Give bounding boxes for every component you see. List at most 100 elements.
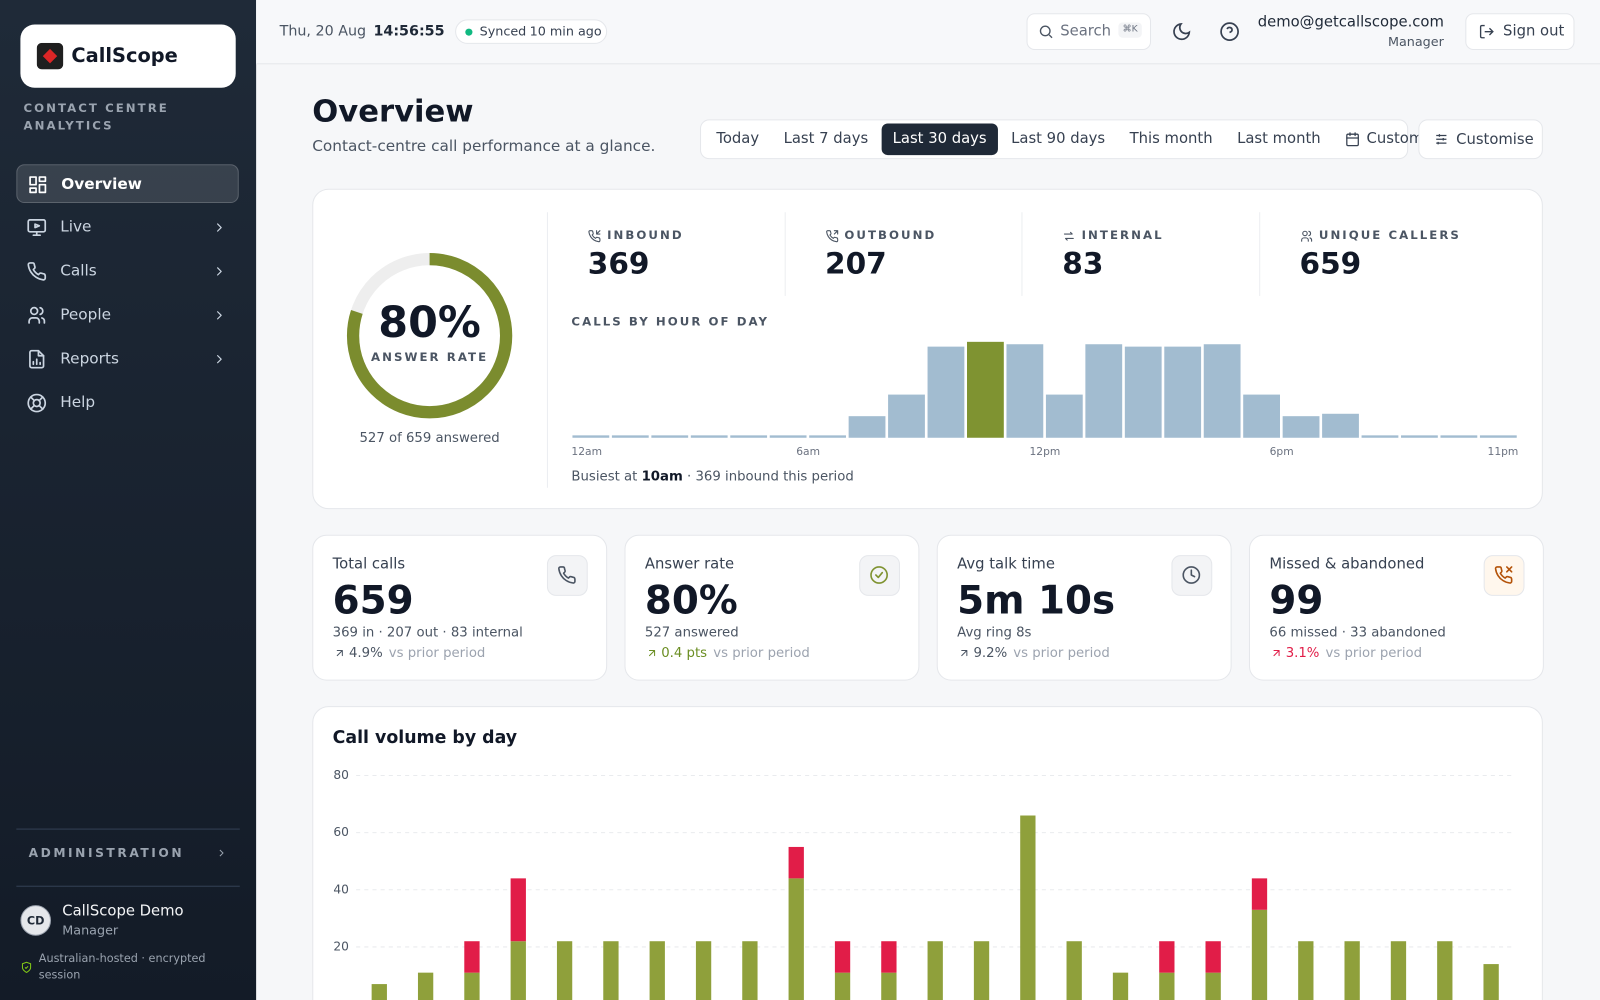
stat-value: 369	[587, 245, 650, 281]
search[interactable]: Search ⌘K	[1026, 13, 1152, 50]
icon-shape	[1301, 230, 1308, 237]
icon-shape	[1220, 22, 1239, 41]
icon-shape	[558, 566, 576, 584]
kpi-label: Total calls	[332, 556, 406, 573]
customise-label: Customise	[1456, 131, 1534, 148]
kpi-change: 4.9%	[348, 645, 383, 662]
kpi-detail: Avg ring 8s	[957, 625, 1032, 641]
nav-label: Reports	[60, 348, 119, 368]
kpi-icon-box	[1171, 555, 1213, 596]
icon-shape	[1273, 649, 1280, 657]
sign-out[interactable]: Sign out	[1465, 13, 1575, 50]
kpi-icon	[558, 566, 576, 584]
nav-item[interactable]: People	[16, 296, 238, 335]
divider	[1021, 212, 1023, 296]
icon-shape	[336, 649, 343, 657]
chevron	[217, 311, 222, 320]
trend-arrow	[648, 649, 656, 657]
sign-out-label: Sign out	[1503, 23, 1565, 40]
icon-shape	[1437, 134, 1444, 145]
theme-toggle[interactable]	[1171, 21, 1191, 41]
range-option[interactable]: Today	[716, 130, 760, 148]
sidebar: CallScope CONTACT CENTRE ANALYTICS ADMIN…	[0, 0, 257, 1000]
kpi-comparison: vs prior period	[1325, 645, 1423, 662]
icon-shape	[217, 355, 222, 364]
kpi-comparison: vs prior period	[388, 645, 486, 662]
divider	[546, 212, 548, 488]
kpi-card: Missed & abandoned 99 66 missed · 33 aband…	[1248, 534, 1544, 681]
icon-shape	[38, 183, 47, 194]
calendar-icon	[1346, 132, 1360, 147]
nav-item[interactable]: Help	[16, 384, 238, 423]
kpi-icon-box	[859, 555, 900, 596]
icon-shape	[29, 396, 44, 410]
icon-shape	[29, 306, 39, 316]
chevron	[217, 223, 222, 232]
nav-item[interactable]: Live	[16, 208, 238, 247]
divider	[16, 885, 240, 887]
icon-shape	[588, 230, 601, 243]
nav-item[interactable]: Calls	[16, 252, 238, 291]
nav-icon	[27, 219, 47, 237]
kpi-change: 0.4 pts	[661, 645, 708, 662]
range-option[interactable]: Last month	[1237, 130, 1321, 148]
kpi-value: 99	[1269, 577, 1324, 623]
nav-icon	[27, 262, 47, 281]
nav-item[interactable]: Reports	[16, 340, 238, 379]
icon-shape	[29, 176, 37, 186]
kpi-detail: 527 answered	[644, 625, 739, 641]
page-subtitle: Contact-centre call performance at a gla…	[312, 136, 656, 156]
user-role: Manager	[1387, 33, 1444, 49]
busiest-note: Busiest at 10am · 369 inbound this perio…	[571, 470, 853, 483]
stat-label: INTERNAL	[1081, 227, 1164, 242]
brand[interactable]: CallScope	[20, 24, 236, 88]
nav-label: Help	[60, 392, 96, 412]
icon-shape	[27, 219, 47, 233]
range-option[interactable]: Last 90 days	[1011, 130, 1106, 148]
icon-shape	[1505, 566, 1513, 573]
stat-icon	[1300, 230, 1312, 242]
chevron	[217, 355, 222, 364]
customise[interactable]: Customise	[1418, 119, 1543, 160]
icon-shape	[1173, 22, 1191, 41]
nav-label: Overview	[61, 174, 142, 193]
user-role: Manager	[62, 922, 119, 938]
icon-shape	[1226, 26, 1233, 37]
sync-age: 10 min ago	[529, 23, 602, 39]
icon-shape	[32, 349, 45, 366]
icon-shape	[38, 176, 47, 183]
icon-shape	[870, 566, 888, 584]
nav-item[interactable]: Overview	[16, 164, 239, 204]
kpi-icon	[1182, 566, 1201, 584]
busiest-prefix: Busiest at	[571, 469, 638, 485]
icon-shape	[27, 393, 47, 413]
kpi-label: Answer rate	[644, 556, 735, 573]
icon-shape	[875, 571, 884, 579]
icon-shape	[1048, 34, 1053, 39]
admin-label: ADMINISTRATION	[28, 845, 185, 861]
icon-shape	[1190, 569, 1196, 578]
user-email: demo@getcallscope.com	[1257, 14, 1444, 31]
stat-icon	[1063, 231, 1074, 241]
help-button[interactable]	[1219, 21, 1239, 41]
range-option[interactable]: Last 7 days	[783, 130, 869, 148]
shortcut: ⌘K	[1118, 22, 1142, 38]
admin-toggle[interactable]: ADMINISTRATION	[16, 839, 239, 868]
nav-label: Live	[60, 217, 92, 236]
icon-shape	[28, 306, 46, 324]
brand-name: CallScope	[71, 44, 178, 68]
range-option[interactable]: Last 30 days	[881, 123, 998, 155]
range-option[interactable]: This month	[1129, 130, 1213, 148]
icon-shape	[1039, 25, 1051, 37]
range-custom[interactable]: Custom	[1334, 123, 1435, 155]
kpi-label: Avg talk time	[957, 556, 1055, 573]
stat-icon	[825, 230, 838, 243]
stat-value: 659	[1299, 245, 1362, 281]
kpi-card: Total calls 659 369 in · 207 out · 83 inte…	[312, 534, 608, 681]
logo	[36, 42, 64, 70]
kpi-card: Avg talk time 5m 10s Avg ring 8s 9.2% vs pri…	[936, 534, 1232, 681]
divider	[16, 828, 240, 830]
kpi-label: Missed & abandoned	[1269, 556, 1425, 573]
nav-icon	[27, 393, 47, 413]
kpi-change: 9.2%	[973, 645, 1008, 662]
